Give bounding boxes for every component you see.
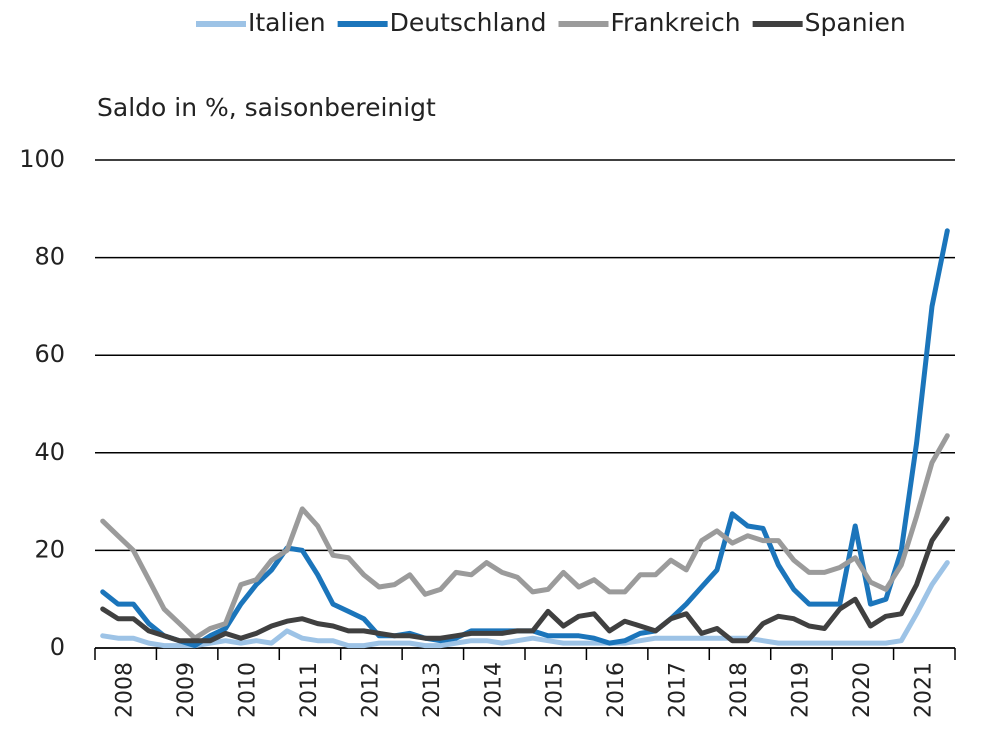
x-tick-label: 2008 — [113, 662, 138, 718]
y-tick-label: 80 — [34, 243, 65, 271]
x-tick-label: 2017 — [666, 662, 691, 718]
x-tick-label: 2015 — [543, 662, 568, 718]
y-tick-label: 20 — [34, 535, 65, 563]
y-tick-label: 0 — [50, 633, 65, 661]
legend-label: Deutschland — [390, 8, 547, 37]
x-tick-label: 2011 — [297, 662, 322, 718]
x-tick-label: 2014 — [481, 662, 506, 718]
x-tick-label: 2012 — [358, 662, 383, 718]
series-line — [100, 433, 950, 641]
y-tick-label: 40 — [34, 438, 65, 466]
legend-label: Italien — [248, 8, 326, 37]
x-tick-label: 2016 — [604, 662, 629, 718]
x-tick-label: 2020 — [850, 662, 875, 718]
legend-label: Spanien — [805, 8, 906, 37]
y-tick-label: 100 — [19, 145, 65, 173]
x-tick-label: 2010 — [236, 662, 261, 718]
y-axis-label: Saldo in %, saisonbereinigt — [97, 93, 436, 122]
x-tick-label: 2018 — [727, 662, 752, 718]
series-line — [100, 516, 950, 644]
series-line — [100, 560, 950, 649]
x-tick-label: 2019 — [788, 662, 813, 718]
x-tick-label: 2013 — [420, 662, 445, 718]
legend-label: Frankreich — [611, 8, 741, 37]
x-tick-label: 2009 — [174, 662, 199, 718]
x-tick-label: 2021 — [911, 662, 936, 718]
y-tick-label: 60 — [34, 340, 65, 368]
